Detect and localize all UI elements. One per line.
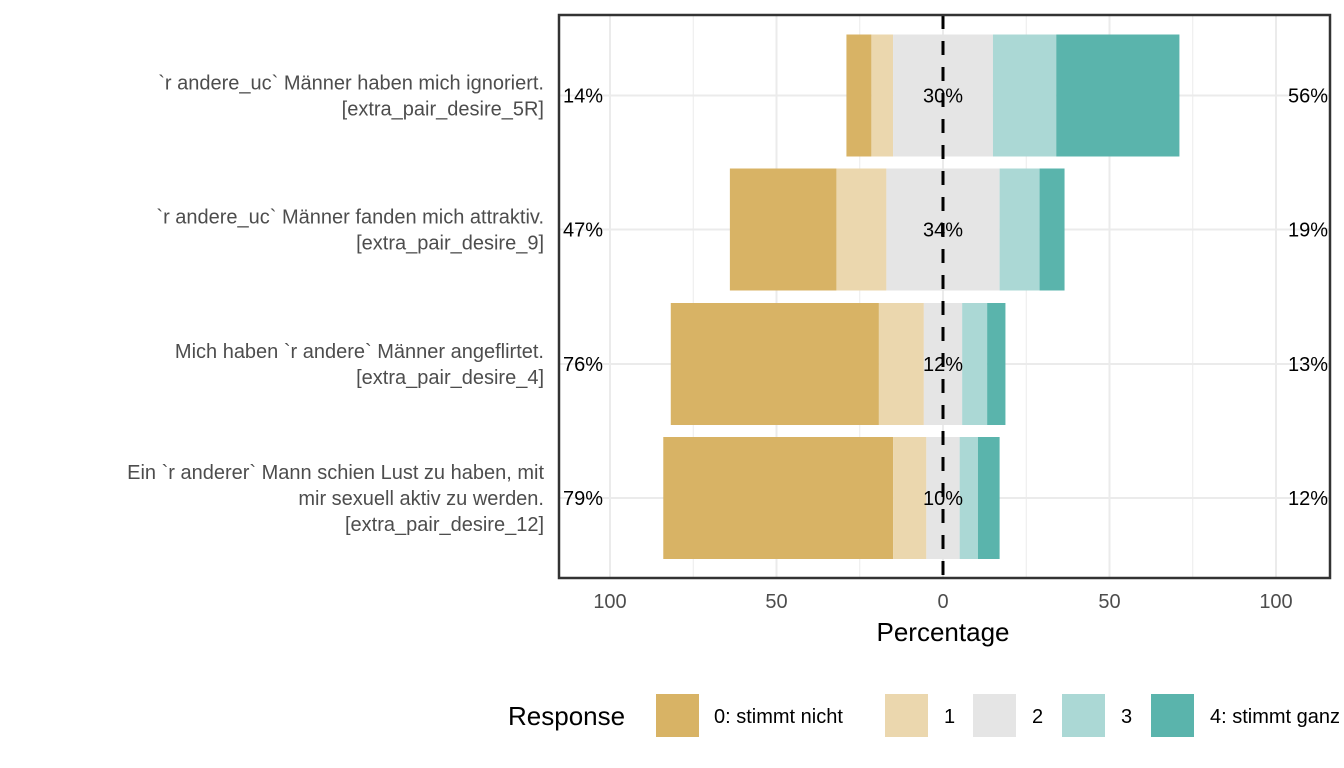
x-axis-title: Percentage bbox=[877, 617, 1010, 647]
panel-frame bbox=[557, 13, 1332, 580]
x-tick-labels: 100 50 0 50 100 bbox=[593, 591, 1292, 613]
percent-label-right: 12% bbox=[1288, 488, 1328, 510]
bar-segment-0 bbox=[663, 437, 894, 559]
legend-key-1 bbox=[885, 694, 928, 737]
bar-segment-0 bbox=[846, 34, 872, 157]
legend-key-3 bbox=[1062, 694, 1105, 737]
bar-segment-4 bbox=[1056, 34, 1180, 157]
bar-segment-1 bbox=[871, 34, 894, 157]
category-label: [extra_pair_desire_5R] bbox=[342, 99, 544, 121]
legend-title: Response bbox=[508, 701, 625, 731]
bar-segment-3 bbox=[992, 34, 1057, 157]
category-label: [extra_pair_desire_9] bbox=[356, 233, 544, 255]
legend-key-0 bbox=[656, 694, 699, 737]
percent-label-center: 12% bbox=[923, 354, 963, 376]
bars bbox=[663, 34, 1180, 559]
category-label: `r andere_uc` Männer fanden mich attrakt… bbox=[156, 207, 544, 229]
bar-segment-4 bbox=[977, 437, 1000, 559]
percent-label-left: 79% bbox=[563, 488, 603, 510]
category-label: [extra_pair_desire_12] bbox=[345, 514, 544, 536]
bar-segment-4 bbox=[1039, 168, 1065, 291]
category-label: [extra_pair_desire_4] bbox=[356, 367, 544, 389]
percent-label-center: 34% bbox=[923, 220, 963, 242]
bar-segment-1 bbox=[878, 303, 924, 425]
bar-segment-1 bbox=[836, 168, 887, 291]
category-label: `r andere_uc` Männer haben mich ignorier… bbox=[158, 73, 544, 95]
bar-segment-3 bbox=[999, 168, 1040, 291]
legend-label-3: 3 bbox=[1121, 706, 1132, 728]
percent-label-center: 30% bbox=[923, 86, 963, 108]
category-labels: `r andere_uc` Männer haben mich ignorier… bbox=[127, 73, 544, 537]
bar-segment-4 bbox=[987, 303, 1006, 425]
legend-label-4: 4: stimmt ganz bbox=[1210, 706, 1340, 728]
panel-border bbox=[557, 13, 1332, 580]
bar-segment-0 bbox=[670, 303, 879, 425]
percent-label-left: 76% bbox=[563, 354, 603, 376]
percent-label-right: 13% bbox=[1288, 354, 1328, 376]
x-tick-label: 50 bbox=[765, 591, 787, 613]
percent-label-center: 10% bbox=[923, 488, 963, 510]
x-tick-label: 50 bbox=[1098, 591, 1120, 613]
bar-segment-0 bbox=[729, 168, 837, 291]
legend-label-1: 1 bbox=[944, 706, 955, 728]
x-tick-label: 100 bbox=[1259, 591, 1292, 613]
percent-labels: 14% 30% 56% 47% 34% 19% 76% 12% 13% 79% 10% 12% bbox=[563, 86, 1328, 511]
percent-label-right: 19% bbox=[1288, 220, 1328, 242]
bar-segment-1 bbox=[893, 437, 927, 559]
category-label: mir sexuell aktiv zu werden. bbox=[298, 488, 544, 510]
legend-label-2: 2 bbox=[1032, 706, 1043, 728]
legend-label-0: 0: stimmt nicht bbox=[714, 706, 843, 728]
legend-key-4 bbox=[1151, 694, 1194, 737]
bar-segment-3 bbox=[959, 437, 978, 559]
legend-key-2 bbox=[973, 694, 1016, 737]
percent-label-left: 47% bbox=[563, 220, 603, 242]
category-label: Mich haben `r andere` Männer angeflirtet… bbox=[175, 341, 544, 363]
legend: Response 0: stimmt nicht 1 2 3 4: stimmt gan… bbox=[508, 694, 1340, 737]
x-tick-label: 100 bbox=[593, 591, 626, 613]
category-label: Ein `r anderer` Mann schien Lust zu habe… bbox=[127, 462, 544, 484]
percent-label-left: 14% bbox=[563, 86, 603, 108]
bar-segment-3 bbox=[962, 303, 988, 425]
x-tick-label: 0 bbox=[937, 591, 948, 613]
percent-label-right: 56% bbox=[1288, 86, 1328, 108]
